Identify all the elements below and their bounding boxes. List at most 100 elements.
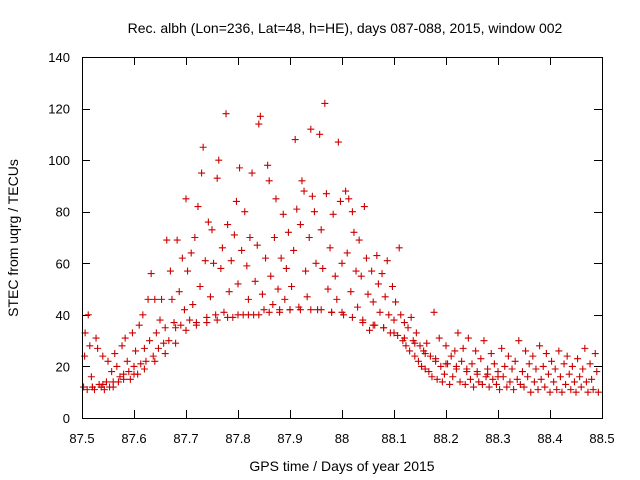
data-point xyxy=(116,373,124,381)
data-points xyxy=(80,99,602,396)
data-point xyxy=(582,378,590,386)
data-point xyxy=(300,187,308,195)
y-axis-label: STEC from uqrg / TECUs xyxy=(5,159,21,317)
data-point xyxy=(333,295,341,303)
data-point xyxy=(383,257,391,265)
data-point xyxy=(165,337,173,345)
data-point xyxy=(99,380,107,388)
data-point xyxy=(302,267,310,275)
data-point xyxy=(139,311,147,319)
data-point xyxy=(144,295,152,303)
data-point xyxy=(161,324,169,332)
data-point xyxy=(220,308,228,316)
data-point xyxy=(591,350,599,358)
data-point xyxy=(421,365,429,373)
data-point xyxy=(576,373,584,381)
data-point xyxy=(225,288,233,296)
data-point xyxy=(296,306,304,314)
data-point xyxy=(404,324,412,332)
data-point xyxy=(539,362,547,370)
data-point xyxy=(407,313,415,321)
data-point xyxy=(196,282,204,290)
data-point xyxy=(120,375,128,383)
data-point xyxy=(520,383,528,391)
data-point xyxy=(293,205,301,213)
data-point xyxy=(430,308,438,316)
data-point xyxy=(503,383,511,391)
data-point xyxy=(128,329,136,337)
data-point xyxy=(213,316,221,324)
data-point xyxy=(173,236,181,244)
data-point xyxy=(466,375,474,383)
data-point xyxy=(324,285,332,293)
x-tick-label: 88.2 xyxy=(433,431,458,446)
data-point xyxy=(146,337,154,345)
data-point xyxy=(516,380,524,388)
data-point xyxy=(558,388,566,396)
data-point xyxy=(425,368,433,376)
data-point xyxy=(218,244,226,252)
data-point xyxy=(305,234,313,241)
data-point xyxy=(581,344,589,352)
data-point xyxy=(352,267,360,275)
data-point xyxy=(555,347,563,355)
data-point xyxy=(87,373,95,381)
data-point xyxy=(140,344,148,352)
data-point xyxy=(255,311,263,319)
data-point xyxy=(506,378,514,386)
data-point xyxy=(348,208,356,216)
data-point xyxy=(102,378,110,386)
data-point xyxy=(256,112,264,120)
data-point xyxy=(260,306,268,314)
x-tick-label: 88.5 xyxy=(589,431,614,446)
data-point xyxy=(140,365,148,373)
data-point xyxy=(447,352,455,360)
data-point xyxy=(515,337,523,345)
data-point xyxy=(307,125,315,133)
data-point xyxy=(118,342,126,350)
data-point xyxy=(86,342,94,350)
data-point xyxy=(182,195,190,203)
data-point xyxy=(163,236,171,244)
data-point xyxy=(376,308,384,316)
data-point xyxy=(572,388,580,396)
data-point xyxy=(121,334,129,342)
data-point xyxy=(244,295,252,303)
x-tick-label: 87.9 xyxy=(277,431,302,446)
data-point xyxy=(458,357,466,365)
data-point xyxy=(215,156,223,164)
y-tick-label: 60 xyxy=(56,256,70,271)
data-point xyxy=(593,368,601,376)
data-point xyxy=(108,368,116,376)
data-point xyxy=(130,370,138,378)
data-point xyxy=(312,259,320,267)
data-point xyxy=(234,311,242,319)
data-point xyxy=(113,362,121,370)
data-point xyxy=(336,197,344,205)
data-point xyxy=(170,319,178,327)
x-tick-label: 88.4 xyxy=(537,431,562,446)
data-point xyxy=(446,380,454,388)
data-point xyxy=(99,352,107,360)
data-point xyxy=(477,355,485,363)
data-point xyxy=(397,311,405,319)
data-point xyxy=(92,334,100,342)
data-point xyxy=(151,357,159,365)
x-tick-label: 88 xyxy=(335,431,349,446)
y-tick-label: 20 xyxy=(56,359,70,374)
data-point xyxy=(489,375,497,383)
data-point xyxy=(192,321,200,329)
data-point xyxy=(452,362,460,370)
data-point xyxy=(253,241,261,249)
x-tick-label: 88.3 xyxy=(485,431,510,446)
data-point xyxy=(199,143,207,151)
data-point xyxy=(347,288,355,296)
data-point xyxy=(104,357,112,365)
data-point xyxy=(511,357,519,365)
data-point xyxy=(378,270,386,278)
data-point xyxy=(180,306,188,314)
data-point xyxy=(258,290,266,298)
x-tick-label: 88.1 xyxy=(381,431,406,446)
data-point xyxy=(589,386,597,394)
